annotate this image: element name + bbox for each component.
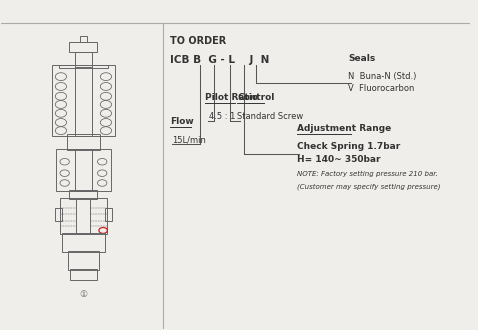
Text: V  Fluorocarbon: V Fluorocarbon (348, 84, 415, 93)
Bar (69, 189, 98, 199)
Bar (75, 148, 92, 191)
Bar (52, 65, 115, 136)
Text: 15L/min: 15L/min (173, 136, 206, 145)
Text: N  Buna-N (Std.): N Buna-N (Std.) (348, 72, 417, 81)
Text: Standard Screw: Standard Screw (237, 112, 304, 121)
Bar (67, 134, 100, 150)
Text: Pilot Ratio: Pilot Ratio (206, 93, 259, 102)
Text: Flow: Flow (170, 117, 194, 126)
Bar (60, 198, 107, 234)
Text: ①: ① (79, 290, 87, 299)
Text: NOTE: Factory setting pressure 210 bar.: NOTE: Factory setting pressure 210 bar. (297, 171, 437, 177)
Bar (70, 269, 97, 280)
Bar (59, 65, 108, 68)
Text: H= 140~ 350bar: H= 140~ 350bar (297, 154, 380, 164)
Bar (69, 42, 98, 52)
Bar (56, 148, 110, 191)
Bar (55, 208, 62, 221)
Text: Check Spring 1.7bar: Check Spring 1.7bar (297, 142, 400, 151)
Text: ICB B  G - L    J  N: ICB B G - L J N (170, 55, 270, 65)
Bar (75, 65, 92, 136)
Text: 4.5 : 1: 4.5 : 1 (209, 112, 236, 121)
Text: TO ORDER: TO ORDER (170, 36, 227, 46)
Bar (68, 251, 99, 270)
Text: Control: Control (237, 93, 274, 102)
Text: Seals: Seals (348, 53, 376, 63)
Bar (76, 198, 90, 234)
Bar (80, 36, 87, 42)
Bar (62, 233, 105, 252)
Text: Adjustment Range: Adjustment Range (297, 124, 391, 133)
Bar (75, 52, 92, 67)
Bar (105, 208, 111, 221)
Text: (Customer may specify setting pressure): (Customer may specify setting pressure) (297, 183, 440, 190)
